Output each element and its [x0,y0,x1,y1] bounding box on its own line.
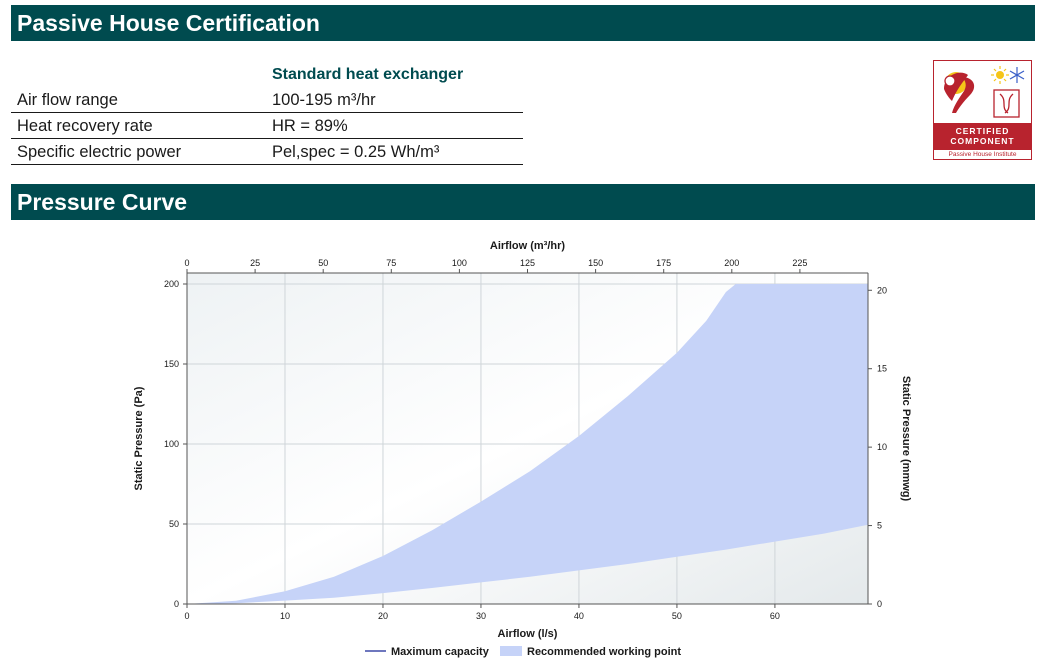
heat-exchanger-icon [993,89,1020,118]
badge-line-1: CERTIFIED [955,126,1010,136]
spec-row-electric-power: Specific electric power Pel,spec = 0.25 … [11,138,523,165]
y-tick-label: 0 [174,599,179,609]
x2-tick-label: 25 [250,258,260,268]
x-tick-label: 50 [672,611,682,621]
column-header: Standard heat exchanger [272,66,464,83]
pressure-curve-title: Pressure Curve [17,189,188,215]
y-tick-label: 150 [164,359,179,369]
y2-tick-label: 10 [877,442,887,452]
y2-tick-label: 5 [877,521,882,531]
x-tick-label: 40 [574,611,584,621]
x2-tick-label: 150 [588,258,603,268]
tick-labels: 0 10 20 30 40 50 600 25 50 75 100 125 150 175 200 22505… [164,258,887,621]
x-tick-label: 10 [280,611,290,621]
spec-row-heat-recovery: Heat recovery rate HR = 89% [11,112,523,139]
spec-value: HR = 89% [272,117,348,135]
spec-value: Pel,spec = 0.25 Wh/m³ [272,143,440,161]
pressure-curve-header: Pressure Curve [11,184,1035,220]
x2-tick-label: 175 [656,258,671,268]
y2-tick-label: 15 [877,364,887,374]
x2-tick-label: 225 [792,258,807,268]
sun-icon [991,66,1009,84]
snowflake-icon [1009,67,1025,83]
legend-label-maximum: Maximum capacity [391,646,490,658]
axes [183,269,872,608]
x2-tick-label: 200 [724,258,739,268]
x2-axis-label: Airflow (m³/hr) [490,240,565,252]
badge-line-2: COMPONENT [950,136,1015,146]
legend-label-recommended: Recommended working point [527,646,681,658]
x2-tick-label: 100 [452,258,467,268]
certification-title: Passive House Certification [17,10,320,36]
spec-value: 100-195 m³/hr [272,91,376,109]
legend-area-swatch [500,646,522,656]
x-tick-label: 0 [184,611,189,621]
passive-house-logo-icon [944,72,975,113]
badge-band: CERTIFIED COMPONENT [934,123,1031,150]
x-tick-label: 60 [770,611,780,621]
spec-label: Heat recovery rate [17,117,153,135]
certification-header: Passive House Certification [11,5,1035,41]
x2-tick-label: 0 [184,258,189,268]
x-tick-label: 30 [476,611,486,621]
x2-tick-label: 75 [386,258,396,268]
recommended-working-area [187,284,868,604]
pressure-curve-chart: 0 10 20 30 40 50 600 25 50 75 100 125 150 175 200 22505… [133,240,912,658]
x-axis-label: Airflow (l/s) [498,628,558,640]
x2-tick-label: 125 [520,258,535,268]
x-tick-label: 20 [378,611,388,621]
y-tick-label: 50 [169,519,179,529]
y-axis-label: Static Pressure (Pa) [133,386,145,490]
spec-label: Air flow range [17,91,118,109]
spec-label: Specific electric power [17,143,182,161]
legend: Maximum capacity Recommended working poin… [365,646,681,658]
spec-row-air-flow: Air flow range 100-195 m³/hr [11,86,523,113]
badge-logo-area [944,66,1025,118]
x2-tick-label: 50 [318,258,328,268]
y2-tick-label: 0 [877,599,882,609]
certified-component-badge: CERTIFIED COMPONENT Passive House Instit… [933,60,1032,160]
y2-axis-label: Static Pressure (mmwg) [900,376,912,502]
badge-footer: Passive House Institute [948,151,1017,158]
y-tick-label: 100 [164,439,179,449]
y2-tick-label: 20 [877,285,887,295]
y-tick-label: 200 [164,279,179,289]
